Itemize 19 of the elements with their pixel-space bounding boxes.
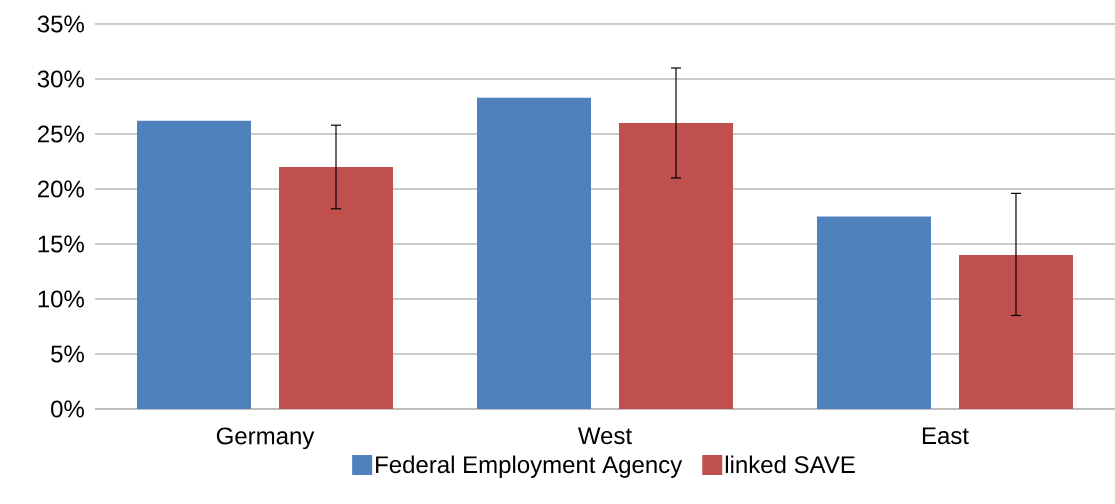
y-tick-label: 30%	[37, 70, 84, 88]
y-tick-label: 0%	[51, 400, 84, 418]
x-tick-label: Germany	[216, 427, 315, 450]
bar	[958, 254, 1073, 409]
y-tick-label: 35%	[37, 15, 84, 33]
legend-label: linked SAVE	[725, 455, 855, 474]
x-tick-label: East	[922, 427, 969, 445]
y-tick-label: 15%	[38, 235, 84, 253]
bar	[618, 122, 733, 409]
bar	[137, 120, 251, 409]
bar	[279, 166, 394, 409]
bar	[476, 97, 591, 409]
legend-label: Federal Employment Agency	[376, 455, 683, 478]
bar	[816, 216, 931, 409]
y-tick-label: 5%	[51, 345, 84, 363]
y-tick-label: 10%	[38, 290, 84, 308]
x-tick-label: West	[577, 427, 632, 445]
y-tick-label: 25%	[37, 125, 84, 143]
y-tick-label: 20%	[37, 180, 84, 198]
